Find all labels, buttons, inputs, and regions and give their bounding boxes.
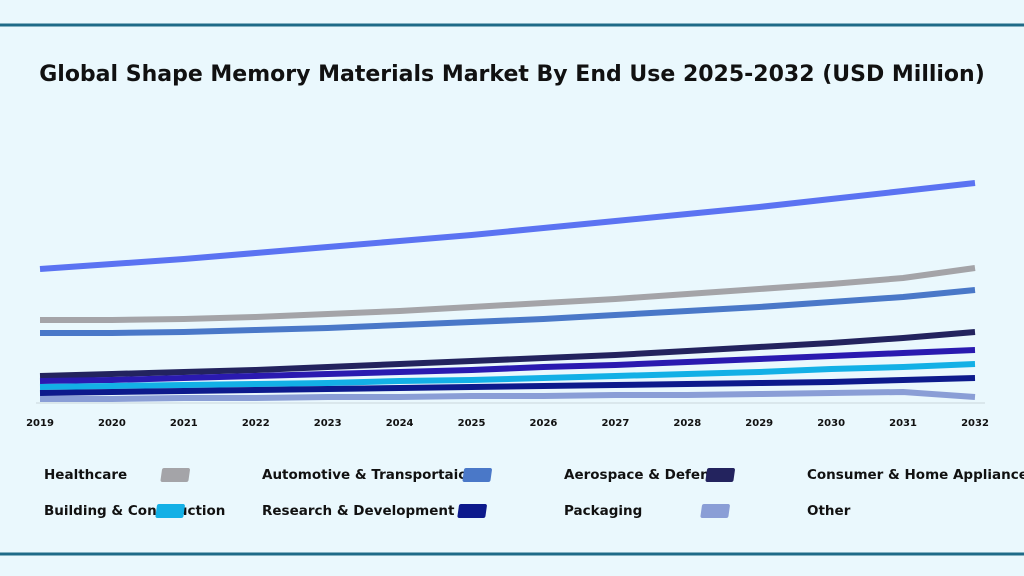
legend-swatch bbox=[700, 504, 730, 518]
legend-label: Healthcare bbox=[44, 467, 127, 483]
x-tick-label: 2028 bbox=[673, 418, 701, 429]
x-tick-label: 2023 bbox=[314, 418, 342, 429]
legend-label: Building & Construction bbox=[44, 503, 225, 519]
legend-label: Consumer & Home Appliances bbox=[807, 467, 1024, 483]
legend-swatch bbox=[705, 468, 735, 482]
x-tick-label: 2025 bbox=[458, 418, 486, 429]
series-line bbox=[40, 389, 976, 402]
series-line bbox=[40, 265, 976, 323]
legend-swatch bbox=[457, 504, 487, 518]
series-line bbox=[39, 329, 976, 379]
series-line bbox=[39, 180, 976, 272]
x-tick-label: 2030 bbox=[817, 418, 845, 429]
x-tick-label: 2020 bbox=[98, 418, 126, 429]
x-tick-label: 2026 bbox=[530, 418, 558, 429]
legend-swatch bbox=[462, 468, 492, 482]
series-line bbox=[39, 347, 976, 384]
legend-swatch bbox=[155, 504, 185, 518]
legend-label: Aerospace & Defense bbox=[564, 467, 727, 483]
legend-label: Research & Development bbox=[262, 503, 455, 519]
x-tick-label: 2021 bbox=[170, 418, 198, 429]
x-tick-label: 2031 bbox=[889, 418, 917, 429]
x-tick-label: 2029 bbox=[745, 418, 773, 429]
legend-label: Other bbox=[807, 503, 851, 519]
x-tick-label: 2022 bbox=[242, 418, 270, 429]
x-tick-label: 2019 bbox=[26, 418, 54, 429]
series-line bbox=[40, 287, 976, 336]
legend-label: Automotive & Transportaion bbox=[262, 467, 477, 483]
x-tick-label: 2032 bbox=[961, 418, 989, 429]
series-line bbox=[39, 361, 976, 390]
series-line bbox=[39, 375, 976, 396]
legend-label: Packaging bbox=[564, 503, 642, 519]
chart-title: Global Shape Memory Materials Market By … bbox=[39, 62, 985, 87]
x-tick-label: 2024 bbox=[386, 418, 414, 429]
x-tick-label: 2027 bbox=[601, 418, 629, 429]
legend-swatch bbox=[160, 468, 190, 482]
